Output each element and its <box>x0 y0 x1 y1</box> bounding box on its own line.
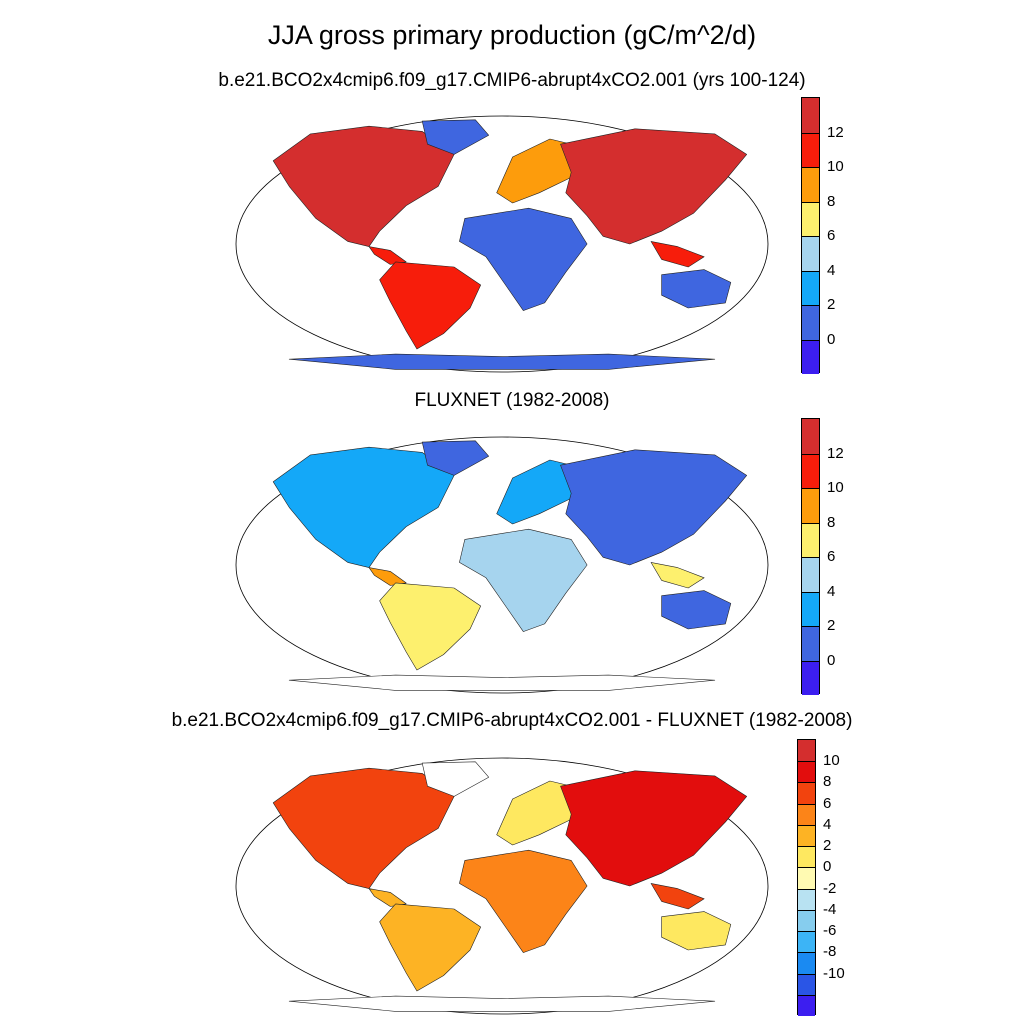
landmass-south-america <box>379 261 482 350</box>
colorbar-swatch <box>798 824 815 847</box>
colorbar-tick-label: 6 <box>827 548 836 565</box>
colorbar-swatch <box>798 740 815 762</box>
landmass-africa <box>459 849 588 953</box>
panel-2-subtitle: FLUXNET (1982-2008) <box>414 390 610 411</box>
colorbar-swatch <box>802 270 819 305</box>
colorbar-swatch <box>798 931 815 953</box>
colorbar-tick-label: -6 <box>823 922 837 940</box>
colorbar-tick-label: 2 <box>827 296 836 313</box>
colorbar-tick-label: 10 <box>823 752 840 770</box>
colorbar-tick-label: 8 <box>827 513 836 531</box>
colorbar-tick-label: 4 <box>827 582 836 600</box>
colorbar-tick-label: 10 <box>827 479 844 496</box>
colorbar-tick-label: 2 <box>823 837 832 855</box>
colorbar-swatch <box>802 488 819 523</box>
colorbar-swatch <box>798 782 815 804</box>
landmass-southeast-asia <box>650 562 705 589</box>
colorbar-tick-label: 0 <box>827 651 836 669</box>
landmass-southeast-asia <box>650 241 705 268</box>
colorbar-swatch <box>802 339 819 374</box>
landmass-north-america <box>272 767 455 889</box>
landmass-greenland <box>421 761 490 797</box>
colorbar-swatch <box>802 522 819 557</box>
colorbar-swatch <box>802 453 819 488</box>
colorbar-swatch <box>798 803 815 825</box>
colorbar-tick-label: 4 <box>823 815 832 833</box>
colorbar-tick-label: -2 <box>823 879 837 897</box>
colorbar-swatch <box>798 761 815 783</box>
landmass-greenland <box>421 440 490 476</box>
colorbar-tick-label: 6 <box>823 794 832 812</box>
panel-3-subtitle: b.e21.BCO2x4cmip6.f09_g17.CMIP6-abrupt4x… <box>171 710 853 731</box>
colorbar-swatch <box>798 888 815 910</box>
landmass-north-america <box>272 125 455 247</box>
colorbar-swatch <box>798 867 815 889</box>
colorbar-swatch <box>802 201 819 236</box>
colorbar-tick-label: -10 <box>823 964 845 982</box>
landmass-asia <box>560 770 748 887</box>
landmass-antarctica <box>288 995 716 1012</box>
colorbar-swatch <box>802 305 819 340</box>
colorbar-tick-label: -8 <box>823 943 837 961</box>
colorbar-swatch <box>802 236 819 271</box>
colorbar-tick-label: 0 <box>827 330 836 348</box>
colorbar-swatch <box>802 132 819 167</box>
landmass-asia <box>560 449 748 566</box>
colorbar-tick-label: 6 <box>827 227 836 244</box>
landmass-south-america <box>379 582 482 671</box>
colorbar-swatch <box>802 557 819 592</box>
landmass-australia <box>661 590 732 630</box>
colorbar-swatch <box>802 98 819 133</box>
colorbar-2 <box>801 418 820 695</box>
landmass-north-america <box>272 446 455 568</box>
colorbar-swatch <box>802 167 819 202</box>
colorbar-swatch <box>798 952 815 974</box>
colorbar-swatch <box>802 419 819 454</box>
landmass-antarctica <box>288 674 716 691</box>
colorbar-3 <box>797 739 816 1016</box>
colorbar-swatch <box>798 994 815 1016</box>
figure-title: JJA gross primary production (gC/m^2/d) <box>267 20 757 50</box>
landmass-australia <box>661 911 732 951</box>
landmass-asia <box>560 128 748 245</box>
landmass-greenland <box>421 119 490 155</box>
colorbar-swatch <box>802 591 819 626</box>
landmass-southeast-asia <box>650 883 705 910</box>
colorbar-tick-label: 4 <box>827 261 836 279</box>
colorbar-swatch <box>802 626 819 661</box>
colorbar-tick-label: 0 <box>823 858 832 876</box>
colorbar-tick-label: 8 <box>827 192 836 210</box>
colorbar-swatch <box>798 846 815 868</box>
landmass-africa <box>459 528 588 632</box>
colorbar-tick-label: 12 <box>827 123 844 141</box>
colorbar-swatch <box>802 660 819 695</box>
colorbar-tick-label: 2 <box>827 617 836 634</box>
landmass-antarctica <box>288 353 716 370</box>
colorbar-1 <box>801 97 820 374</box>
colorbar-tick-label: 8 <box>823 773 832 791</box>
panel-1-subtitle: b.e21.BCO2x4cmip6.f09_g17.CMIP6-abrupt4x… <box>218 70 806 91</box>
landmass-south-america <box>379 903 482 992</box>
colorbar-swatch <box>798 973 815 995</box>
colorbar-tick-label: -4 <box>823 900 837 918</box>
colorbar-swatch <box>798 909 815 932</box>
landmass-africa <box>459 207 588 311</box>
colorbar-tick-label: 12 <box>827 444 844 462</box>
landmass-australia <box>661 269 732 309</box>
colorbar-tick-label: 10 <box>827 158 844 175</box>
